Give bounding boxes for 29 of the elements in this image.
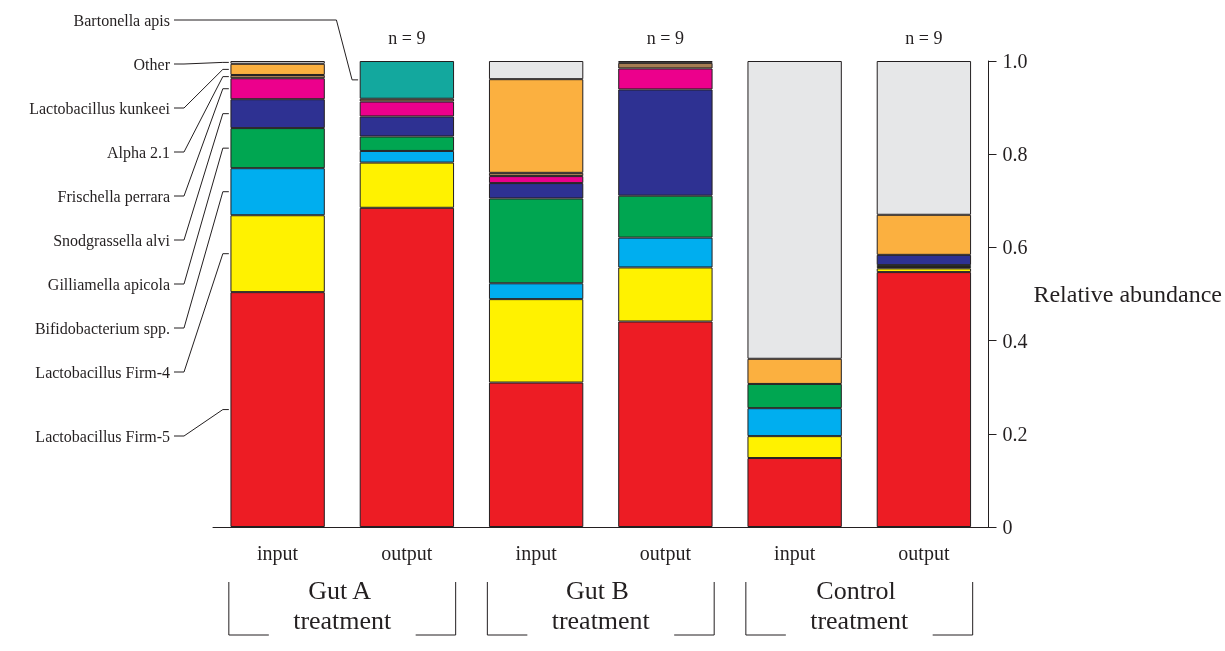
y-tick-label: 0 [1002,516,1013,538]
text: Lactobacillus Firm-5 [35,427,170,445]
legend-label: Other [133,55,171,73]
text: Bartonella apis [73,11,170,30]
x-tick-label: input [515,542,558,565]
x-tick-label: input [257,542,299,565]
x-tick-label: input [774,542,816,565]
text: Alpha 2.1 [106,143,170,162]
y-tick-label: 1.0 [1002,50,1028,72]
text: n = 9 [646,28,684,48]
text: Control treatment [810,575,910,635]
x-tick-label: output [898,542,950,565]
text: Gut A treatment [293,575,393,635]
x-tick-label: output [639,542,692,565]
y-tick-label: 0.2 [1002,422,1028,445]
y-tick-label: 0.4 [1002,329,1028,352]
x-tick-label: output [381,542,433,565]
y-tick-label: 0.8 [1002,143,1028,166]
text: Gilliamella apicola [47,275,170,294]
y-axis-title: Relative abundance [1033,281,1222,307]
text: n = 9 [388,28,426,48]
text: Lactobacillus kunkeei [29,99,171,117]
text: Gut B treatment [551,575,651,635]
y-tick-label: 0.6 [1002,236,1028,259]
text: Frischella perrara [57,187,170,206]
text: Lactobacillus Firm-4 [35,363,170,381]
text: Snodgrassella alvi [53,231,171,250]
text: Bifidobacterium spp. [34,319,170,338]
text: n = 9 [905,28,943,48]
